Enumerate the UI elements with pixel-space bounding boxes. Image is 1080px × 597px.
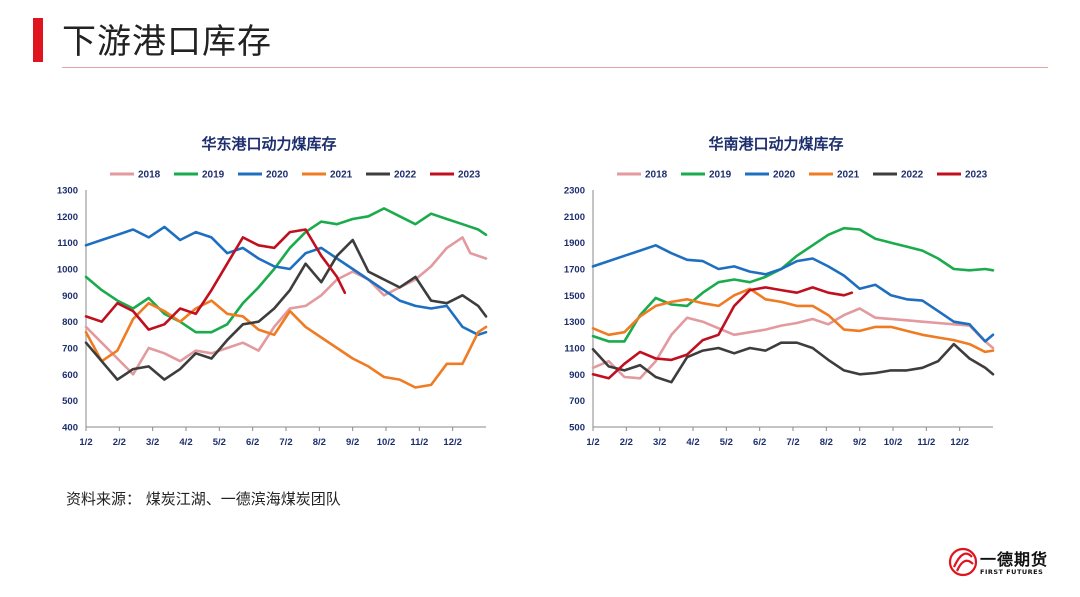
legend-item-2022: 2022 [873,170,924,181]
legend-item-2023: 2023 [937,170,988,181]
x-tick-label: 5/2 [720,437,733,448]
series-line-2022 [84,238,488,381]
legend-label: 2023 [965,170,988,181]
y-tick-label: 700 [569,396,585,407]
series-line-2018 [591,307,995,380]
y-tick-label: 1100 [564,344,585,355]
title-accent-bar [33,18,43,62]
y-tick-label: 1300 [57,186,78,197]
y-tick-label: 1700 [564,265,585,276]
chart-svg: 华东港口动力煤库存 2018 2019 2020 2021 2022 2023 1300 120… [57,135,488,448]
x-tick-label: 5/2 [213,437,226,448]
x-tick-label: 1/2 [79,437,92,448]
data-source-note: 资料来源： 煤炭江湖、一德滨海煤炭团队 [66,490,341,508]
y-tick-label: 2100 [564,212,585,223]
legend-item-2019: 2019 [174,170,225,181]
x-tick-label: 11/2 [917,437,935,448]
legend-item-2020: 2020 [745,170,796,181]
legend-item-2018: 2018 [617,170,668,181]
x-tick-label: 4/2 [686,437,699,448]
x-tick-label: 8/2 [313,437,326,448]
title-divider [62,67,1048,68]
chart-svg: 华南港口动力煤库存 2018 2019 2020 2021 2022 2023 2300 210… [564,135,995,448]
x-tick-label: 3/2 [146,437,159,448]
logo-icon [948,547,978,577]
x-tick-label: 6/2 [753,437,766,448]
chart-east-china: 华东港口动力煤库存 2018 2019 2020 2021 2022 2023 1300 120… [48,125,498,455]
chart-title: 华东港口动力煤库存 [201,135,336,153]
series-line-2019 [591,226,995,343]
series-line-2023 [591,286,854,380]
series-line-2021 [84,299,488,389]
y-tick-label: 500 [62,396,78,407]
legend-item-2020: 2020 [238,170,289,181]
legend-item-2021: 2021 [809,170,860,181]
y-tick-label: 700 [62,344,78,355]
page-title: 下游港口库存 [62,22,272,62]
logo-text-cn: 一德期货 [980,550,1049,569]
x-tick-label: 2/2 [620,437,633,448]
x-tick-label: 12/2 [443,437,462,448]
y-tick-label: 1900 [564,238,585,249]
x-tick-label: 9/2 [346,437,359,448]
x-tick-label: 9/2 [853,437,866,448]
series-line-2020 [84,225,488,337]
y-tick-label: 900 [62,291,78,302]
legend-label: 2020 [773,170,796,181]
series-line-2023 [84,228,347,331]
x-tick-label: 3/2 [653,437,666,448]
logo-text-en: FIRST FUTURES [980,568,1044,576]
y-tick-label: 500 [569,423,585,434]
legend-item-2021: 2021 [302,170,353,181]
chart-title: 华南港口动力煤库存 [708,135,843,153]
y-tick-label: 1100 [57,238,78,249]
y-tick-label: 1300 [564,317,585,328]
legend-label: 2021 [837,170,860,181]
series-line-2022 [591,341,995,384]
x-tick-label: 8/2 [820,437,833,448]
legend-item-2023: 2023 [430,170,481,181]
x-tick-label: 4/2 [179,437,192,448]
legend-label: 2018 [645,170,668,181]
legend-label: 2019 [202,170,225,181]
y-tick-label: 600 [62,370,78,381]
legend-label: 2022 [901,170,924,181]
y-tick-label: 1000 [57,265,78,276]
legend-label: 2020 [266,170,289,181]
chart-south-china: 华南港口动力煤库存 2018 2019 2020 2021 2022 2023 2300 210… [555,125,1005,455]
y-tick-label: 900 [569,370,585,381]
series-line-2019 [84,207,488,334]
x-tick-label: 10/2 [377,437,396,448]
legend-label: 2018 [138,170,161,181]
x-tick-label: 6/2 [246,437,259,448]
y-tick-label: 800 [62,317,78,328]
legend-item-2022: 2022 [366,170,417,181]
series-line-2020 [591,244,995,343]
series-line-2018 [84,236,488,376]
y-tick-label: 2300 [564,186,585,197]
company-logo: 一德期货 FIRST FUTURES [948,544,1058,582]
y-tick-label: 1500 [564,291,585,302]
x-tick-label: 7/2 [786,437,799,448]
x-tick-label: 11/2 [410,437,428,448]
x-tick-label: 10/2 [884,437,903,448]
legend-item-2018: 2018 [110,170,161,181]
x-tick-label: 12/2 [950,437,969,448]
y-tick-label: 400 [62,423,78,434]
series-line-2021 [591,287,995,354]
x-tick-label: 7/2 [279,437,292,448]
y-tick-label: 1200 [57,212,78,223]
legend-label: 2023 [458,170,481,181]
x-tick-label: 2/2 [113,437,126,448]
legend-item-2019: 2019 [681,170,732,181]
x-tick-label: 1/2 [586,437,599,448]
legend-label: 2022 [394,170,417,181]
legend-label: 2021 [330,170,353,181]
legend-label: 2019 [709,170,732,181]
